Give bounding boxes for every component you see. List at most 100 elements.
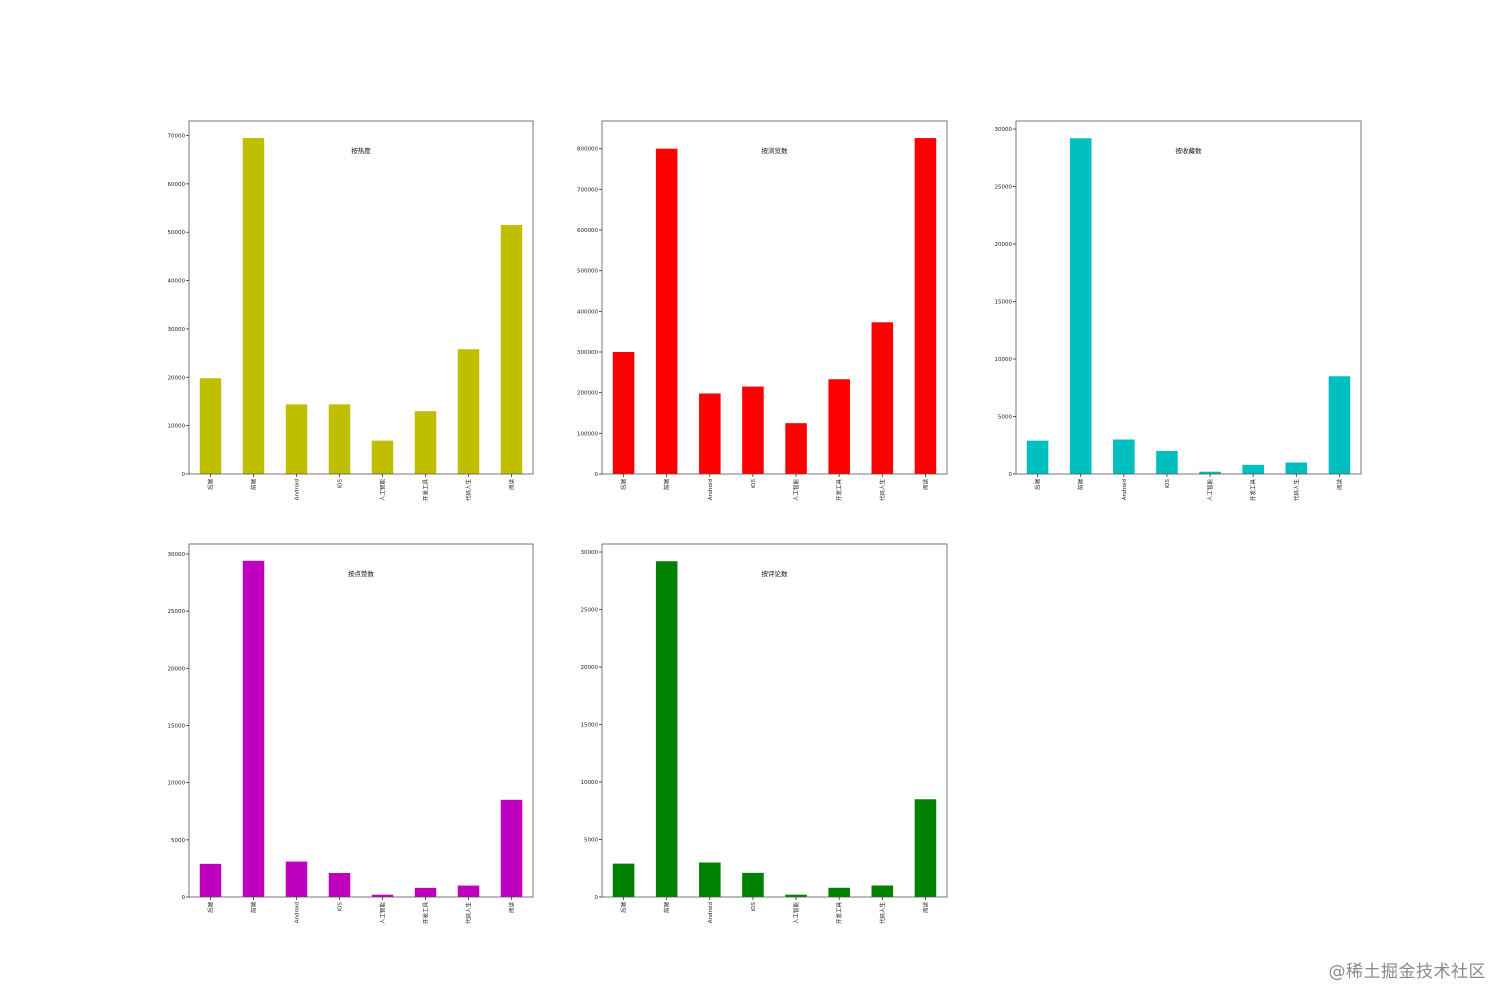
bar-3-2 [1069, 138, 1092, 474]
x-tick-label: 代码人生 [878, 902, 886, 925]
x-tick-label: iOS [1165, 479, 1171, 489]
bar-3-6 [1242, 464, 1264, 474]
x-tick-label: iOS [751, 902, 757, 912]
bar-1-3 [285, 404, 308, 474]
bar-1-5 [371, 440, 394, 474]
y-tick-label: 500000 [577, 269, 598, 275]
bar-1-1 [199, 378, 222, 474]
y-tick-label: 30000 [995, 127, 1013, 133]
y-tick-label: 600000 [577, 228, 598, 234]
watermark-text: @稀土掘金技术社区 [1328, 962, 1486, 982]
bar-3-3 [1113, 439, 1135, 474]
bar-4-1 [199, 863, 222, 897]
bar-1-8 [500, 224, 523, 474]
x-tick-label: iOS [338, 479, 344, 489]
bar-2-3 [699, 393, 721, 474]
bar-2-4 [742, 386, 764, 474]
x-tick-label: 人工智能 [792, 479, 800, 502]
bar-3-8 [1328, 376, 1351, 474]
y-tick-label: 5000 [171, 838, 185, 844]
x-tick-label: 前端 [1077, 479, 1085, 491]
x-tick-label: 后端 [207, 479, 215, 491]
x-tick-label: 代码人生 [1292, 479, 1300, 502]
bar-5-3 [699, 862, 721, 897]
y-tick-label: 15000 [168, 723, 186, 729]
y-tick-label: 10000 [168, 424, 186, 430]
legend-label: 按评论数 [762, 569, 789, 578]
x-tick-label: 前端 [250, 902, 258, 914]
bar-3-4 [1156, 451, 1178, 474]
bar-1-4 [328, 404, 351, 474]
y-tick-label: 50000 [168, 230, 186, 236]
y-tick-label: 300000 [577, 350, 598, 356]
x-tick-label: 代码人生 [465, 902, 473, 925]
bar-2-2 [655, 148, 678, 475]
bar-4-4 [328, 872, 351, 897]
y-tick-label: 40000 [168, 279, 186, 285]
bar-1-7 [457, 349, 480, 474]
x-tick-label: 开发工具 [422, 479, 430, 502]
y-tick-label: 0 [595, 895, 599, 901]
bar-1-2 [242, 137, 265, 474]
bar-5-2 [655, 561, 678, 897]
bar-2-7 [871, 322, 894, 474]
legend-label: 按热度 [351, 146, 371, 155]
y-tick-label: 10000 [168, 781, 186, 787]
x-tick-label: 阅读 [508, 479, 516, 491]
y-tick-label: 20000 [168, 666, 186, 672]
plot-frame [601, 120, 948, 475]
x-tick-label: 人工智能 [379, 902, 387, 925]
y-tick-label: 60000 [168, 182, 186, 188]
bar-2-8 [914, 138, 937, 475]
bar-4-8 [500, 799, 523, 897]
bar-1-6 [414, 411, 437, 474]
bar-5-6 [828, 887, 850, 897]
x-tick-label: 阅读 [508, 902, 516, 914]
x-tick-label: 开发工具 [835, 479, 843, 502]
bar-4-7 [457, 885, 480, 897]
chart-panel-4: 0 5000 10000 15000 20000 25000 30000 后端 前端 Androi… [168, 543, 534, 925]
plot-frame [188, 120, 534, 475]
x-tick-label: 开发工具 [835, 902, 843, 925]
x-tick-label: Android [708, 902, 714, 923]
y-tick-label: 10000 [581, 780, 599, 786]
x-tick-label: 阅读 [1335, 479, 1343, 491]
x-tick-label: iOS [751, 479, 757, 489]
plot-frame [188, 543, 534, 898]
y-tick-label: 700000 [577, 187, 598, 193]
y-tick-label: 800000 [577, 147, 598, 153]
bar-3-1 [1026, 440, 1049, 474]
x-tick-label: 代码人生 [465, 479, 473, 502]
y-tick-label: 400000 [577, 309, 598, 315]
x-tick-label: 后端 [620, 902, 628, 914]
y-tick-label: 100000 [577, 431, 598, 437]
x-tick-label: 阅读 [921, 902, 929, 914]
bar-5-7 [871, 885, 894, 897]
y-tick-label: 5000 [584, 838, 598, 844]
x-tick-label: iOS [338, 902, 344, 912]
bar-4-2 [242, 560, 265, 897]
x-tick-label: 开发工具 [1249, 479, 1257, 502]
x-tick-label: 阅读 [921, 479, 929, 491]
legend-label: 按浏览数 [762, 146, 789, 155]
bar-5-5 [785, 894, 807, 897]
x-tick-label: 后端 [620, 479, 628, 491]
y-tick-label: 30000 [581, 550, 599, 556]
bar-3-5 [1199, 471, 1221, 474]
y-tick-label: 0 [182, 895, 186, 901]
bar-2-1 [612, 351, 635, 474]
y-tick-label: 0 [1009, 472, 1013, 478]
chart-panel-2: 0 100000 200000 300000 400000 500000 600000 700… [577, 120, 948, 502]
y-tick-label: 70000 [168, 134, 186, 140]
x-tick-label: Android [1122, 479, 1128, 500]
x-tick-label: 后端 [207, 902, 215, 914]
y-tick-label: 15000 [581, 723, 599, 729]
bar-5-4 [742, 872, 764, 897]
x-tick-label: 开发工具 [422, 902, 430, 925]
y-tick-label: 25000 [168, 609, 186, 615]
x-tick-label: Android [295, 902, 301, 923]
y-tick-label: 0 [182, 472, 186, 478]
legend-label: 按点赞数 [348, 569, 375, 578]
bar-5-1 [612, 863, 635, 897]
